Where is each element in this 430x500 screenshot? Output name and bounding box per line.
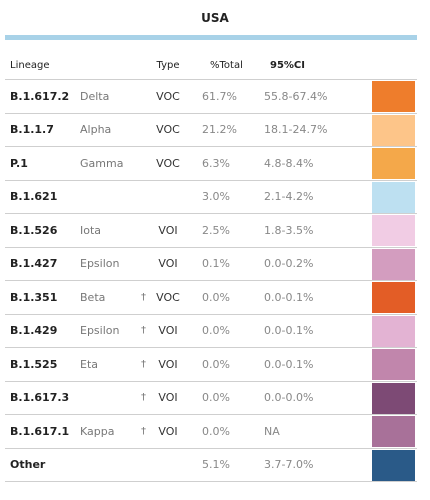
type-cell: VOI: [158, 391, 178, 405]
color-swatch: [372, 114, 415, 146]
ci-cell: 0.0-0.1%: [264, 324, 314, 338]
type-cell: VOI: [158, 257, 178, 271]
header-pct-total[interactable]: %Total: [210, 60, 243, 71]
table-row[interactable]: B.1.351 Beta † VOC 0.0% 0.0-0.1%: [5, 281, 417, 315]
ci-cell: 3.7-7.0%: [264, 458, 314, 472]
type-cell: VOI: [158, 223, 178, 237]
type-cell: VOI: [158, 357, 178, 371]
color-swatch: [372, 349, 415, 380]
lineage-cell: B.1.351: [10, 290, 58, 304]
lineage-cell: B.1.427: [10, 257, 58, 271]
lineage-cell: B.1.621: [10, 190, 58, 204]
color-swatch: [372, 248, 415, 280]
lineage-cell: B.1.617.2: [10, 89, 70, 103]
table-row[interactable]: B.1.617.2 Delta VOC 61.7% 55.8-67.4%: [5, 80, 417, 114]
pct-total-cell: 5.1%: [202, 458, 230, 472]
color-swatch: [372, 315, 415, 347]
type-cell: VOC: [156, 89, 180, 103]
page-title: USA: [201, 11, 229, 25]
ci-cell: 2.1-4.2%: [264, 190, 314, 204]
color-swatch: [372, 449, 415, 481]
type-cell: VOI: [158, 324, 178, 338]
variant-table: Lineage Type %Total 95%CI B.1.617.2 Delta…: [5, 52, 417, 482]
pct-total-cell: 0.0%: [202, 324, 230, 338]
color-swatch: [372, 81, 415, 112]
variant-name-cell: Epsilon: [80, 324, 120, 338]
table-row[interactable]: B.1.427 Epsilon VOI 0.1% 0.0-0.2%: [5, 248, 417, 281]
dagger-mark: †: [141, 358, 146, 370]
color-swatch: [372, 181, 415, 213]
table-row[interactable]: B.1.429 Epsilon † VOI 0.0% 0.0-0.1%: [5, 315, 417, 348]
type-cell: VOI: [158, 424, 178, 438]
pct-total-cell: 0.0%: [202, 424, 230, 438]
pct-total-cell: 0.0%: [202, 391, 230, 405]
table-header: Lineage Type %Total 95%CI: [5, 52, 417, 80]
ci-cell: 0.0-0.1%: [264, 357, 314, 371]
color-swatch: [372, 416, 415, 447]
lineage-cell: B.1.525: [10, 357, 58, 371]
pct-total-cell: 0.0%: [202, 357, 230, 371]
type-cell: VOC: [156, 123, 180, 137]
lineage-cell: B.1.429: [10, 324, 58, 338]
type-cell: VOC: [156, 290, 180, 304]
color-swatch: [372, 215, 415, 246]
variant-name-cell: Alpha: [80, 123, 112, 137]
table-row[interactable]: P.1 Gamma VOC 6.3% 4.8-8.4%: [5, 147, 417, 181]
table-row[interactable]: Other 5.1% 3.7-7.0%: [5, 449, 417, 482]
ci-cell: 1.8-3.5%: [264, 223, 314, 237]
header-lineage[interactable]: Lineage: [10, 60, 50, 71]
dagger-mark: †: [141, 325, 146, 337]
variant-name-cell: Kappa: [80, 424, 115, 438]
type-cell: VOC: [156, 156, 180, 170]
type-cell: [150, 449, 186, 482]
dagger-mark: †: [141, 392, 146, 404]
header-type[interactable]: Type: [156, 60, 180, 71]
pct-total-cell: 3.0%: [202, 190, 230, 204]
variant-name-cell: Gamma: [80, 156, 124, 170]
variant-name-cell: Delta: [80, 89, 110, 103]
color-swatch: [372, 148, 415, 179]
color-swatch: [372, 282, 415, 313]
lineage-cell: P.1: [10, 156, 28, 170]
pct-total-cell: 61.7%: [202, 89, 237, 103]
pct-total-cell: 21.2%: [202, 123, 237, 137]
dagger-mark: †: [141, 291, 146, 303]
ci-cell: 18.1-24.7%: [264, 123, 328, 137]
table-body: B.1.617.2 Delta VOC 61.7% 55.8-67.4% B.1.1.7 A…: [5, 80, 417, 482]
pct-total-cell: 6.3%: [202, 156, 230, 170]
lineage-cell: B.1.617.3: [10, 391, 70, 405]
ci-cell: 0.0-0.2%: [264, 257, 314, 271]
ci-cell: 0.0-0.0%: [264, 391, 314, 405]
variant-name-cell: Eta: [80, 357, 99, 371]
pct-total-cell: 0.0%: [202, 290, 230, 304]
table-row[interactable]: B.1.617.3 † VOI 0.0% 0.0-0.0%: [5, 382, 417, 415]
variant-name-cell: Epsilon: [80, 257, 120, 271]
dagger-mark: †: [141, 425, 146, 437]
table-row[interactable]: B.1.526 Iota VOI 2.5% 1.8-3.5%: [5, 214, 417, 248]
variant-name-cell: Beta: [80, 290, 106, 304]
lineage-cell: B.1.1.7: [10, 123, 54, 137]
pct-total-cell: 0.1%: [202, 257, 230, 271]
header-95-ci[interactable]: 95%CI: [270, 60, 305, 71]
table-row[interactable]: B.1.617.1 Kappa † VOI 0.0% NA: [5, 415, 417, 449]
title-accent-bar: [5, 35, 417, 40]
type-cell: [150, 181, 186, 214]
pct-total-cell: 2.5%: [202, 223, 230, 237]
variant-name-cell: Iota: [80, 223, 102, 237]
lineage-cell: B.1.526: [10, 223, 58, 237]
lineage-cell: Other: [10, 458, 46, 472]
ci-cell: NA: [264, 424, 280, 438]
color-swatch: [372, 382, 415, 414]
table-row[interactable]: B.1.525 Eta † VOI 0.0% 0.0-0.1%: [5, 348, 417, 382]
ci-cell: 0.0-0.1%: [264, 290, 314, 304]
ci-cell: 4.8-8.4%: [264, 156, 314, 170]
ci-cell: 55.8-67.4%: [264, 89, 328, 103]
table-row[interactable]: B.1.621 3.0% 2.1-4.2%: [5, 181, 417, 214]
lineage-cell: B.1.617.1: [10, 424, 70, 438]
table-row[interactable]: B.1.1.7 Alpha VOC 21.2% 18.1-24.7%: [5, 114, 417, 147]
